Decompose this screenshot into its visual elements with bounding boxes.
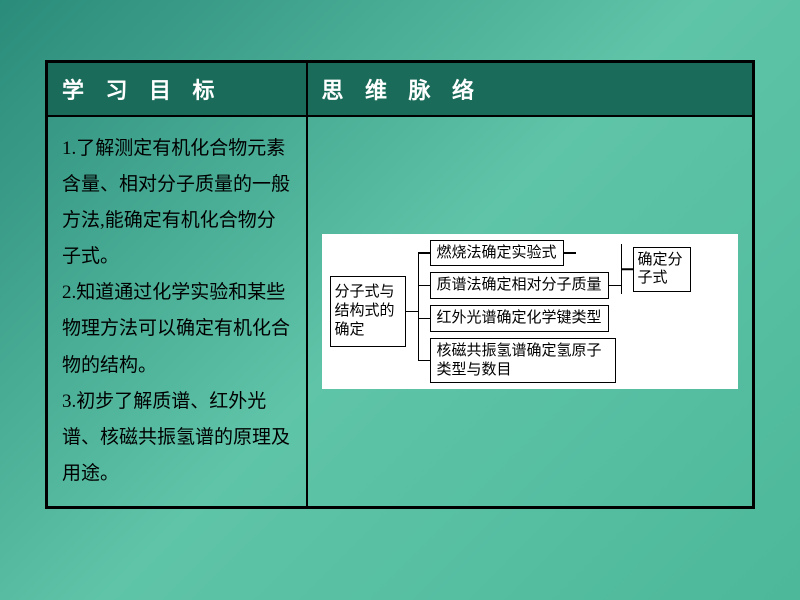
objective-3: 3.初步了解质谱、红外光谱、核磁共振氢谱的原理及用途。 <box>62 384 292 492</box>
branch-bracket: 燃烧法确定实验式 质谱法确定相对分子质量 <box>418 240 691 384</box>
connector <box>406 311 418 313</box>
diagram-root-node: 分子式与结构式的确定 <box>330 276 406 346</box>
mindmap-diagram: 分子式与结构式的确定 燃烧法确定实验式 <box>322 234 739 390</box>
learning-table: 学 习 目 标 思 维 脉 络 1.了解测定有机化合物元素含量、相对分子质量的一… <box>45 60 755 509</box>
branch-node-4: 核磁共振氢谱确定氢原子类型与数目 <box>430 338 616 384</box>
mindmap-cell: 分子式与结构式的确定 燃烧法确定实验式 <box>307 116 754 507</box>
objective-1: 1.了解测定有机化合物元素含量、相对分子质量的一般方法,能确定有机化合物分子式。 <box>62 131 292 275</box>
branch-node-3: 红外光谱确定化学键类型 <box>430 305 609 332</box>
leaf-group: 确定分子式 <box>621 244 691 294</box>
header-mindmap: 思 维 脉 络 <box>307 62 754 117</box>
leaf-node: 确定分子式 <box>633 247 691 293</box>
branch-node-1: 燃烧法确定实验式 <box>430 240 564 267</box>
objectives-cell: 1.了解测定有机化合物元素含量、相对分子质量的一般方法,能确定有机化合物分子式。… <box>47 116 307 507</box>
header-objectives: 学 习 目 标 <box>47 62 307 117</box>
branch-node-2: 质谱法确定相对分子质量 <box>430 272 609 299</box>
objective-2: 2.知道通过化学实验和某些物理方法可以确定有机化合物的结构。 <box>62 275 292 383</box>
